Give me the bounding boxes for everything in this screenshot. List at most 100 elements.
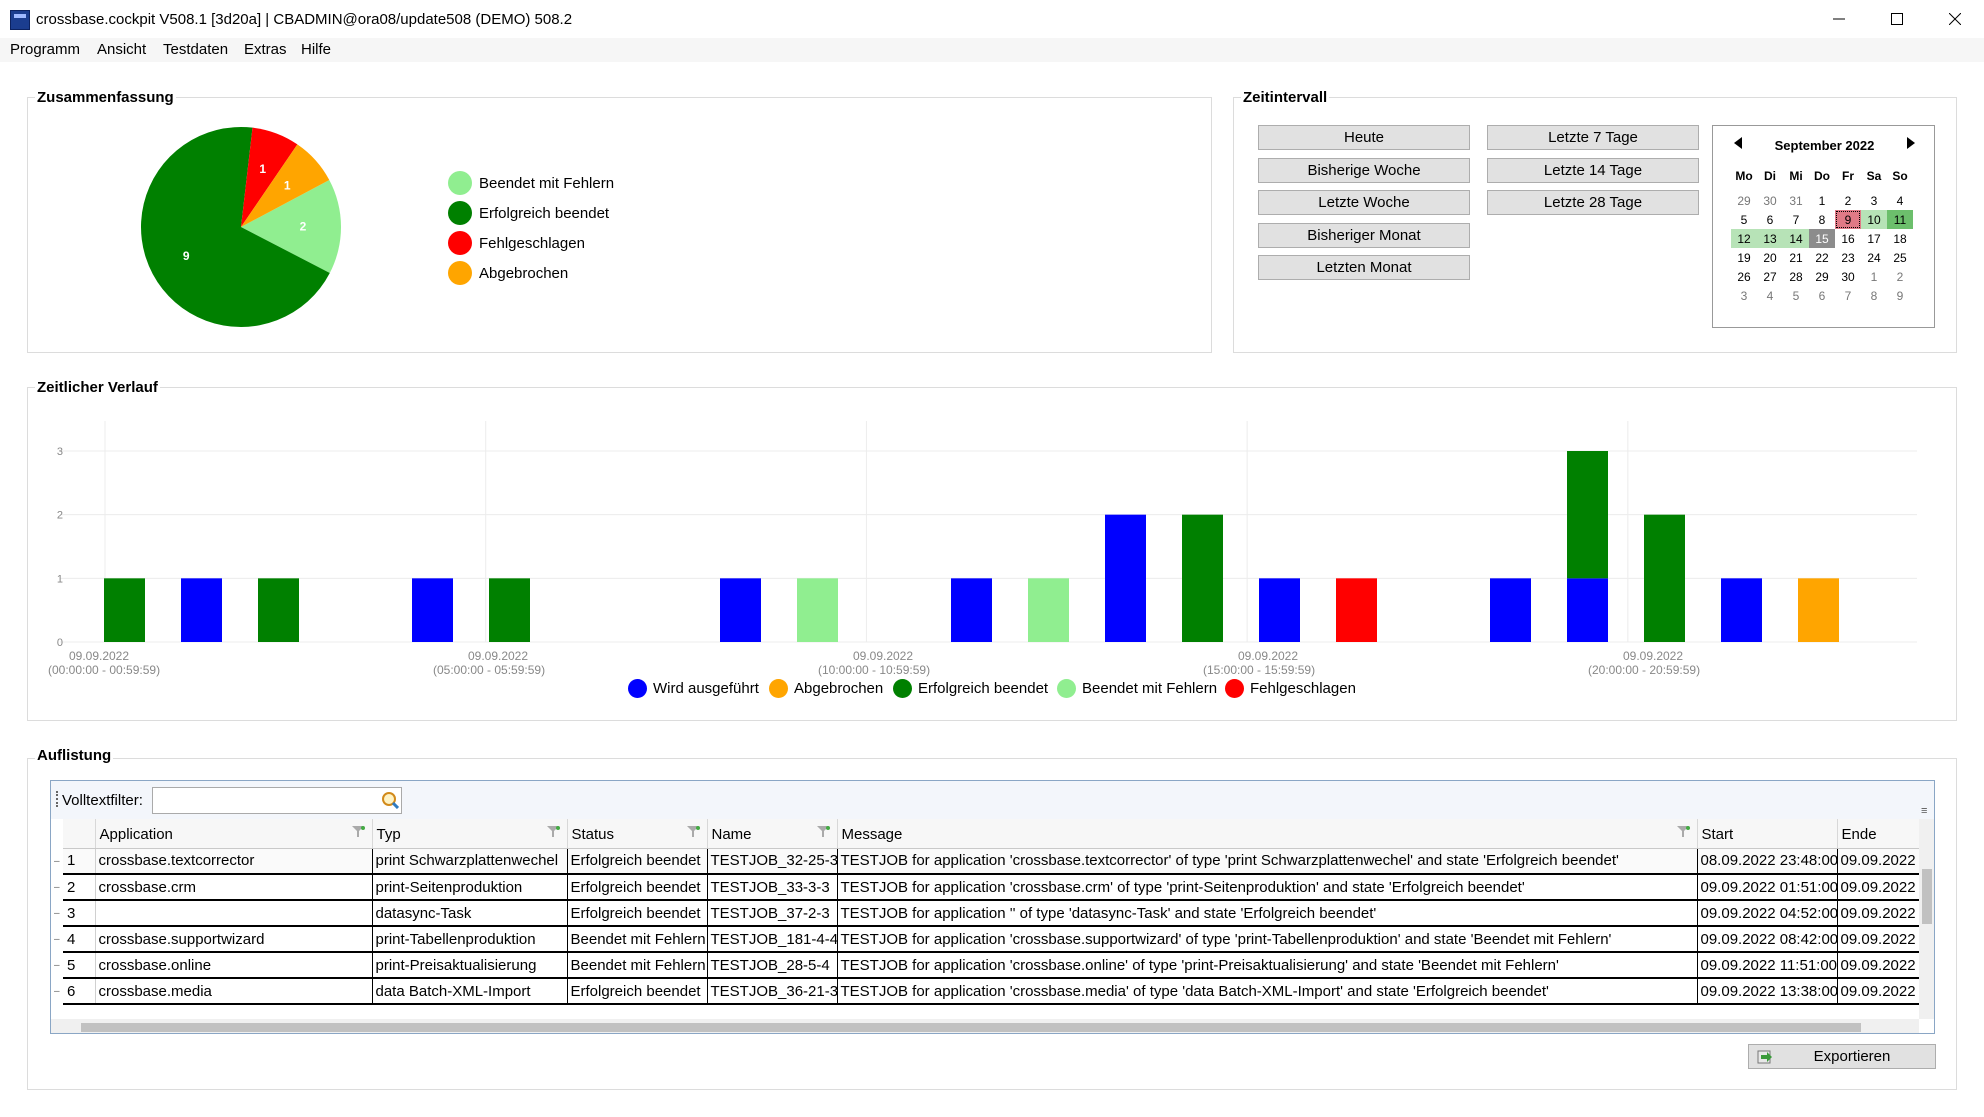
- vertical-scrollbar[interactable]: [1919, 819, 1934, 1019]
- calendar-day[interactable]: 30: [1763, 193, 1777, 208]
- letzten-monat-button[interactable]: Letzten Monat: [1258, 255, 1470, 280]
- calendar-day[interactable]: 5: [1740, 212, 1748, 227]
- filter-input[interactable]: [152, 787, 402, 814]
- column-header-label: Application: [99, 826, 173, 844]
- table-row[interactable]: –3 datasync-Task Erfolgreich beendet TESTJO…: [51, 900, 1919, 927]
- calendar-day[interactable]: 24: [1867, 250, 1881, 265]
- bisherige-woche-button[interactable]: Bisherige Woche: [1258, 158, 1470, 183]
- menu-hilfe[interactable]: Hilfe: [301, 41, 332, 58]
- column-header-label: Status: [571, 826, 615, 844]
- calendar-day[interactable]: 29: [1737, 193, 1751, 208]
- row-expander[interactable]: –: [54, 907, 60, 919]
- calendar-day[interactable]: 14: [1783, 229, 1809, 248]
- calendar-day[interactable]: 7: [1792, 212, 1800, 227]
- menu-ansicht[interactable]: Ansicht: [97, 41, 147, 58]
- column-header[interactable]: Message: [837, 819, 1698, 849]
- table-row[interactable]: –1 crossbase.textcorrector print Schwarzpl…: [51, 848, 1919, 875]
- table-row[interactable]: –5 crossbase.online print-Preisaktualisier…: [51, 952, 1919, 979]
- column-header-label: Typ: [376, 826, 401, 844]
- calendar-day[interactable]: 3: [1740, 288, 1748, 303]
- calendar-day[interactable]: 17: [1867, 231, 1881, 246]
- table-cell: 09.09.2022 0: [1837, 900, 1919, 927]
- calendar-day[interactable]: 23: [1841, 250, 1855, 265]
- filter-icon[interactable]: [546, 826, 561, 838]
- column-header[interactable]: Start: [1697, 819, 1838, 849]
- table-row[interactable]: –6 crossbase.media data Batch-XML-Import Er…: [51, 978, 1919, 1005]
- calendar-day[interactable]: 31: [1789, 193, 1803, 208]
- calendar-day[interactable]: 4: [1766, 288, 1774, 303]
- letzte-28-tage-button[interactable]: Letzte 28 Tage: [1487, 190, 1699, 215]
- table-row[interactable]: –4 crossbase.supportwizard print-Tabellenp…: [51, 926, 1919, 953]
- search-icon[interactable]: [381, 791, 399, 809]
- calendar-day[interactable]: 11: [1887, 210, 1913, 229]
- column-header[interactable]: Name: [707, 819, 838, 849]
- table-cell: 09.09.2022 0: [1837, 848, 1919, 875]
- calendar-day[interactable]: 22: [1815, 250, 1829, 265]
- calendar-day[interactable]: 16: [1841, 231, 1855, 246]
- calendar-day[interactable]: 28: [1789, 269, 1803, 284]
- heute-button[interactable]: Heute: [1258, 125, 1470, 150]
- filter-icon[interactable]: [1676, 826, 1691, 838]
- letzte-7-tage-button[interactable]: Letzte 7 Tage: [1487, 125, 1699, 150]
- row-expander[interactable]: –: [54, 881, 60, 893]
- vertical-scroll-thumb[interactable]: [1922, 869, 1932, 924]
- calendar-day[interactable]: 6: [1766, 212, 1774, 227]
- calendar-day[interactable]: 9: [1835, 210, 1861, 229]
- calendar-day[interactable]: 19: [1737, 250, 1751, 265]
- pie-slice: [241, 180, 341, 273]
- menu-extras[interactable]: Extras: [244, 41, 287, 58]
- minimize-button[interactable]: [1810, 0, 1868, 38]
- calendar-day[interactable]: 29: [1815, 269, 1829, 284]
- calendar-day[interactable]: 18: [1893, 231, 1907, 246]
- export-button[interactable]: Exportieren: [1748, 1044, 1936, 1069]
- calendar-day[interactable]: 26: [1737, 269, 1751, 284]
- filter-icon[interactable]: [351, 826, 366, 838]
- row-expander[interactable]: –: [54, 933, 60, 945]
- maximize-button[interactable]: [1868, 0, 1926, 38]
- calendar-day[interactable]: 30: [1841, 269, 1855, 284]
- column-header[interactable]: Ende: [1837, 819, 1919, 849]
- timeline-panel: [27, 387, 1957, 721]
- bisheriger-monat-button[interactable]: Bisheriger Monat: [1258, 223, 1470, 248]
- calendar-day[interactable]: 7: [1844, 288, 1852, 303]
- calendar-day[interactable]: 10: [1861, 210, 1887, 229]
- calendar-day[interactable]: 1: [1818, 193, 1826, 208]
- column-header[interactable]: Application: [95, 819, 373, 849]
- row-expander[interactable]: –: [54, 985, 60, 997]
- calendar-next-icon[interactable]: [1906, 137, 1916, 149]
- calendar-day[interactable]: 13: [1757, 229, 1783, 248]
- calendar-day[interactable]: 2: [1844, 193, 1852, 208]
- calendar-day[interactable]: 1: [1870, 269, 1878, 284]
- grid-menu-icon[interactable]: ≡: [1921, 805, 1928, 817]
- row-expander[interactable]: –: [54, 855, 60, 867]
- filter-icon[interactable]: [686, 826, 701, 838]
- calendar-day[interactable]: 4: [1896, 193, 1904, 208]
- horizontal-scrollbar[interactable]: [51, 1019, 1919, 1033]
- calendar-prev-icon[interactable]: [1733, 137, 1743, 149]
- menu-testdaten[interactable]: Testdaten: [163, 41, 229, 58]
- letzte-woche-button[interactable]: Letzte Woche: [1258, 190, 1470, 215]
- calendar-day[interactable]: 9: [1896, 288, 1904, 303]
- table-row[interactable]: –2 crossbase.crm print-Seitenproduktion Erf…: [51, 874, 1919, 901]
- letzte-14-tage-button[interactable]: Letzte 14 Tage: [1487, 158, 1699, 183]
- column-header[interactable]: Status: [567, 819, 708, 849]
- calendar-day[interactable]: 15: [1809, 229, 1835, 248]
- calendar-day[interactable]: 8: [1870, 288, 1878, 303]
- timeline-bar: [951, 578, 992, 642]
- calendar-day[interactable]: 2: [1896, 269, 1904, 284]
- calendar-day[interactable]: 8: [1818, 212, 1826, 227]
- calendar-day[interactable]: 6: [1818, 288, 1826, 303]
- horizontal-scroll-thumb[interactable]: [81, 1023, 1861, 1032]
- row-expander[interactable]: –: [54, 959, 60, 971]
- filter-icon[interactable]: [816, 826, 831, 838]
- calendar-day[interactable]: 20: [1763, 250, 1777, 265]
- calendar-day[interactable]: 21: [1789, 250, 1803, 265]
- calendar-day[interactable]: 3: [1870, 193, 1878, 208]
- calendar-day[interactable]: 12: [1731, 229, 1757, 248]
- close-button[interactable]: [1926, 0, 1984, 38]
- menu-programm[interactable]: Programm: [10, 41, 81, 58]
- calendar-day[interactable]: 5: [1792, 288, 1800, 303]
- calendar-day[interactable]: 25: [1893, 250, 1907, 265]
- column-header[interactable]: Typ: [372, 819, 568, 849]
- calendar-day[interactable]: 27: [1763, 269, 1777, 284]
